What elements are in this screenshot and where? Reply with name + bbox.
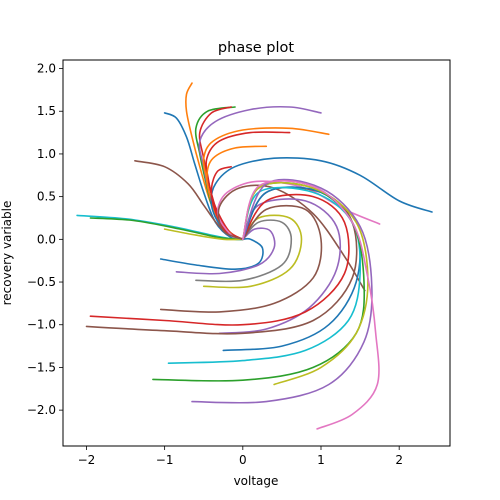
trajectory-line-29 <box>191 178 373 404</box>
trajectory-line-1 <box>163 112 244 241</box>
y-tick-label: −1.0 <box>27 318 56 332</box>
x-tick-label: 1 <box>317 453 325 467</box>
trajectory-line-17 <box>159 237 264 271</box>
trajectory-line-28 <box>242 181 369 386</box>
trajectory-line-22 <box>218 198 342 335</box>
x-tick-label: −1 <box>156 453 174 467</box>
y-tick-label: 0.0 <box>37 232 56 246</box>
y-tick-label: 1.0 <box>37 147 56 161</box>
y-tick-label: 1.5 <box>37 104 56 118</box>
plot-frame <box>62 59 451 447</box>
trajectory-line-20 <box>202 214 303 289</box>
y-axis-label: recovery variable <box>0 201 14 306</box>
x-tick-label: 0 <box>239 453 247 467</box>
y-tick-label: −1.5 <box>27 360 56 374</box>
trajectory-line-18 <box>175 227 276 275</box>
x-tick-label: 2 <box>395 453 403 467</box>
x-axis-label: voltage <box>234 474 279 488</box>
y-tick-label: −2.0 <box>27 403 56 417</box>
trajectory-line-30 <box>242 180 380 430</box>
trajectory-line-7 <box>205 131 291 241</box>
trajectory-line-19 <box>195 219 293 283</box>
y-tick-label: 0.5 <box>37 190 56 204</box>
y-axis-ticks: −2.0 −1.5 −1.0 −0.5 0.0 0.5 1.0 1.5 2.0 <box>27 62 63 417</box>
series-layer <box>76 82 433 430</box>
x-tick-label: −2 <box>78 453 96 467</box>
trajectory-line-16 <box>217 184 366 292</box>
chart-title: phase plot <box>218 40 294 56</box>
trajectory-line-11 <box>210 165 244 241</box>
y-tick-label: 2.0 <box>37 62 56 76</box>
trajectory-line-15 <box>163 228 244 241</box>
trajectory-line-21 <box>159 204 323 313</box>
trajectory-line-14 <box>89 217 244 241</box>
x-axis-ticks: −2 −1 0 1 2 <box>78 446 403 467</box>
trajectory-line-23 <box>89 193 350 326</box>
trajectory-line-26 <box>167 186 362 364</box>
y-tick-label: −0.5 <box>27 275 56 289</box>
